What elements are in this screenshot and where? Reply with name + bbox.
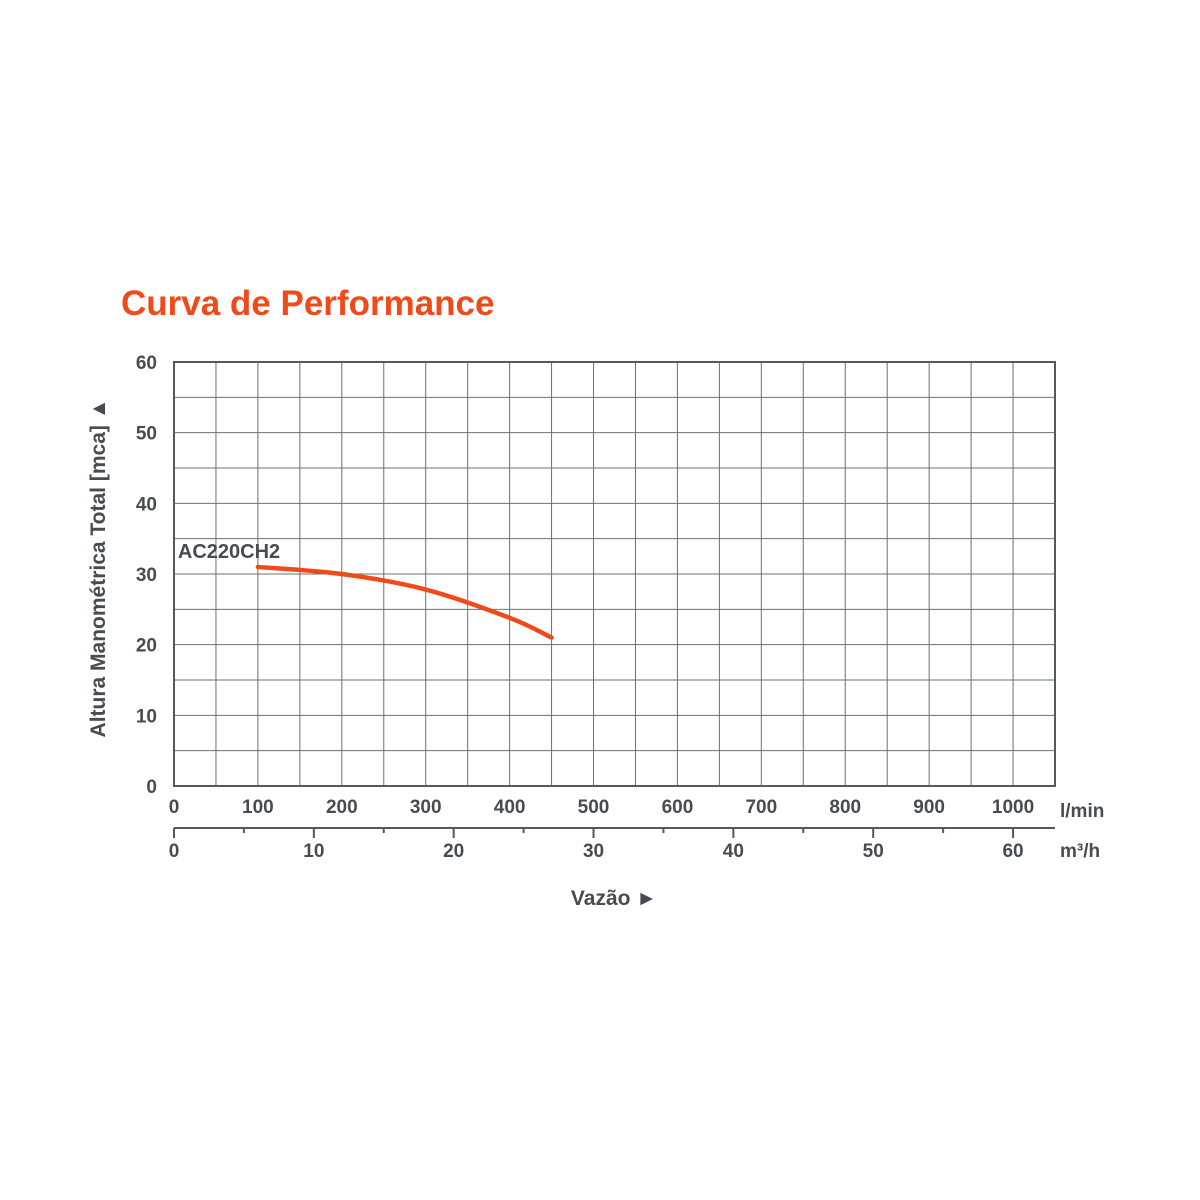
x-tick-label-m3h: 0 [169, 841, 180, 862]
x-unit-m3h: m³/h [1060, 841, 1100, 862]
x-tick-label-lmin: 300 [410, 797, 442, 818]
chart-title: Curva de Performance [121, 284, 495, 323]
x-tick-label-lmin: 800 [829, 797, 861, 818]
x-tick-label-lmin: 600 [662, 797, 694, 818]
x-tick-label-lmin: 900 [913, 797, 945, 818]
y-tick-label: 0 [146, 777, 157, 798]
plot-frame [173, 361, 1056, 787]
grid [174, 362, 1055, 786]
y-tick-label: 50 [136, 424, 157, 445]
x-tick-label-m3h: 60 [1002, 841, 1023, 862]
y-tick-label: 60 [136, 353, 157, 374]
x-tick-label-lmin: 100 [242, 797, 274, 818]
x-tick-label-m3h: 40 [723, 841, 744, 862]
x-tick-label-m3h: 10 [303, 841, 324, 862]
y-tick-label: 10 [136, 706, 157, 727]
x-tick-label-lmin: 200 [326, 797, 358, 818]
y-axis-label: Altura Manométrica Total [mca] ▲ [87, 399, 110, 738]
y-tick-label: 30 [136, 565, 157, 586]
series-line-ac220ch2 [255, 564, 554, 640]
series-layer [255, 564, 554, 640]
x-tick-label-m3h: 50 [863, 841, 884, 862]
x-tick-label-lmin: 1000 [992, 797, 1034, 818]
y-tick-label: 40 [136, 494, 157, 515]
axes [173, 361, 1056, 838]
x-tick-label-lmin: 500 [578, 797, 610, 818]
x-axis-label: Vazão ► [571, 887, 657, 910]
x-tick-label-m3h: 30 [583, 841, 604, 862]
series-label: AC220CH2 [178, 541, 280, 563]
y-tick-label: 20 [136, 636, 157, 657]
x-tick-label-lmin: 0 [169, 797, 180, 818]
x-unit-lmin: l/min [1060, 801, 1104, 822]
x-tick-label-m3h: 20 [443, 841, 464, 862]
x-tick-label-lmin: 400 [494, 797, 526, 818]
x-tick-label-lmin: 700 [745, 797, 777, 818]
